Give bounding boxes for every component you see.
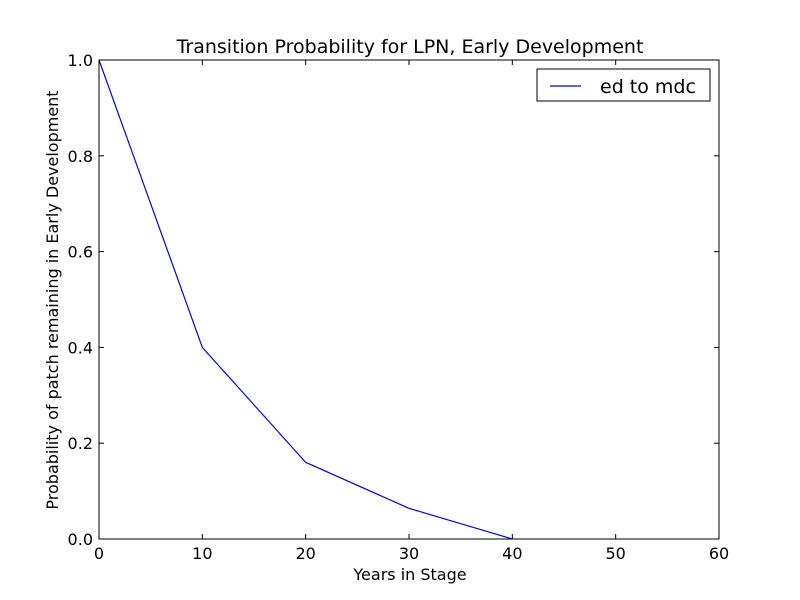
legend: ed to mdc: [536, 68, 711, 102]
x-tick-label: 40: [502, 544, 522, 563]
x-tick-label: 60: [709, 544, 729, 563]
x-axis: 0 10 20 30 40 50 60: [94, 60, 729, 563]
x-tick-label: 20: [295, 544, 315, 563]
data-point: [408, 508, 409, 509]
chart-title: Transition Probability for LPN, Early De…: [176, 36, 644, 58]
y-tick-label: 1.0: [68, 51, 93, 70]
y-axis: 0.0 0.2 0.4 0.6 0.8 1.0: [68, 51, 719, 549]
plot-background: [99, 60, 719, 539]
x-tick-label: 50: [605, 544, 625, 563]
y-tick-label: 0.0: [68, 530, 93, 549]
y-tick-label: 0.4: [68, 338, 93, 357]
y-tick-label: 0.6: [68, 243, 93, 262]
data-point: [305, 462, 306, 463]
legend-box: [536, 68, 711, 102]
x-tick-label: 30: [399, 544, 419, 563]
y-axis-title: Probability of patch remaining in Early …: [43, 90, 62, 509]
x-tick-label: 10: [192, 544, 212, 563]
data-point: [202, 347, 203, 348]
legend-label-ed-to-mdc: ed to mdc: [600, 76, 696, 98]
y-tick-label: 0.8: [68, 147, 93, 166]
x-axis-title: Years in Stage: [352, 565, 466, 584]
x-tick-label: 0: [94, 544, 104, 563]
plot-area: [99, 60, 719, 539]
series-line-ed-to-mdc: [98, 59, 513, 540]
y-tick-label: 0.2: [68, 434, 93, 453]
series-layer: [98, 59, 513, 540]
